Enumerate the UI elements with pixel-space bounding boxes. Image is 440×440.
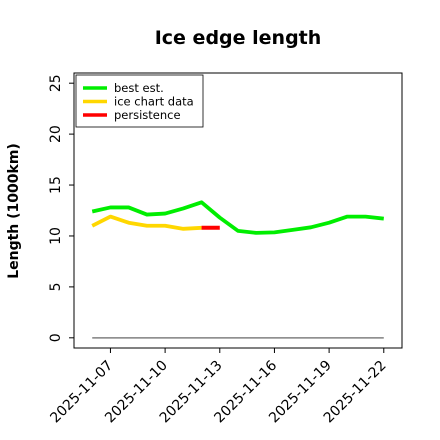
y-tick-label: 20 [48,125,64,143]
plot-area-frame [73,72,403,349]
y-tick-label: 15 [48,176,64,194]
y-tick-label: 0 [48,333,64,342]
y-tick-label: 5 [48,282,64,291]
series-line-ice-chart-data [91,214,202,231]
legend-label: best est. [114,81,164,95]
chart-title: Ice edge length [155,27,322,49]
y-axis-label: Length (1000km) [6,143,22,279]
legend-label: ice chart data [114,95,194,109]
y-tick-label: 25 [48,74,64,92]
series-line-best-est- [91,200,384,235]
legend-label: persistence [114,108,181,122]
y-tick-label: 10 [48,227,64,245]
